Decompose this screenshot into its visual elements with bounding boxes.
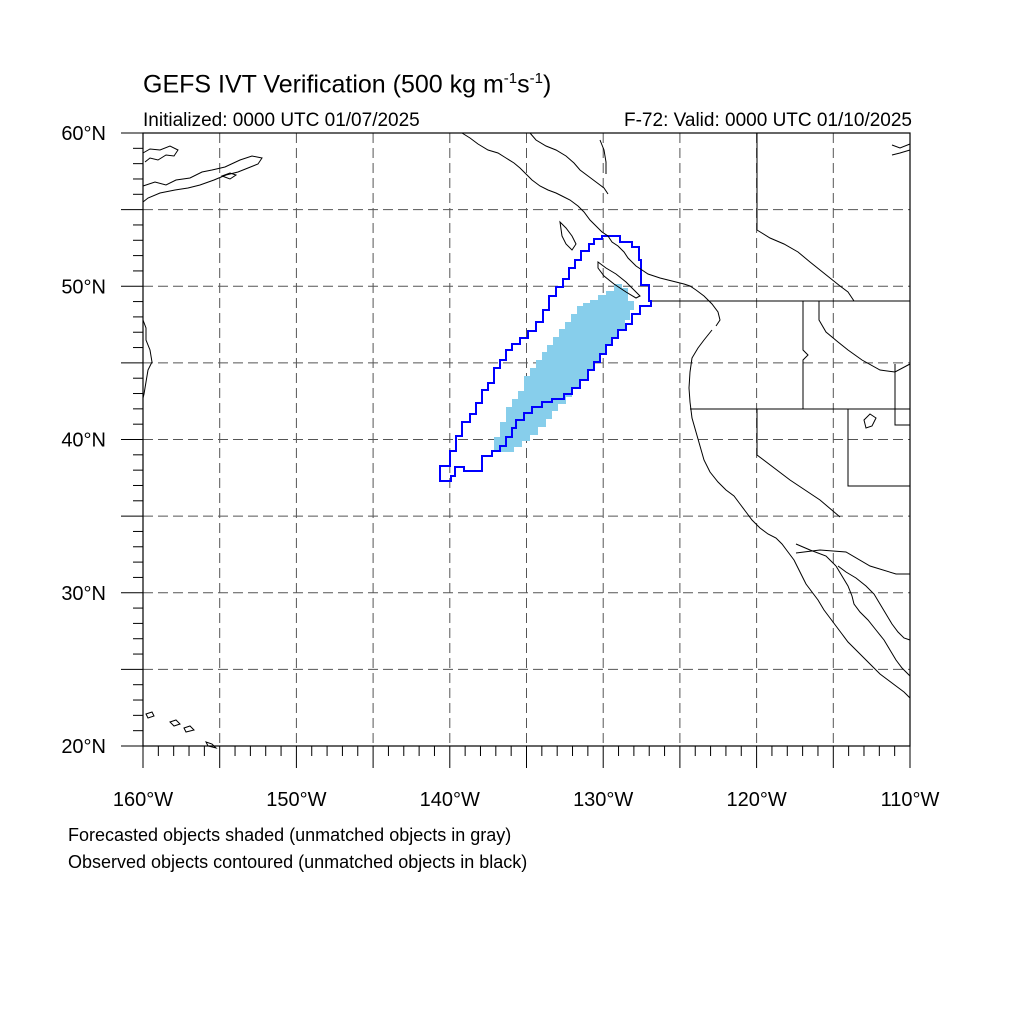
plot-frame — [142, 132, 911, 747]
lon-tick-label: 110°W — [881, 789, 940, 811]
lon-tick-label: 120°W — [726, 789, 786, 811]
footnote-forecast: Forecasted objects shaded (unmatched obj… — [68, 825, 512, 845]
lon-tick-label: 150°W — [266, 789, 326, 811]
lat-tick-label: 40°N — [61, 430, 106, 452]
axis-ticks — [121, 132, 911, 768]
initialized-label: Initialized: 0000 UTC 01/07/2025 — [143, 110, 420, 131]
lon-tick-label: 160°W — [113, 789, 173, 811]
footnote-observed: Observed objects contoured (unmatched ob… — [68, 852, 528, 872]
observed-contour — [439, 235, 652, 482]
forecast-object — [494, 284, 634, 452]
lon-tick-label: 140°W — [420, 789, 480, 811]
lat-tick-label: 30°N — [61, 583, 106, 605]
lat-labels: 20°N 30°N 40°N 50°N 60°N — [61, 123, 106, 758]
lon-labels: 160°W 150°W 140°W 130°W 120°W 110°W — [113, 789, 940, 811]
coastlines — [142, 132, 911, 749]
lat-tick-label: 50°N — [61, 276, 106, 298]
lon-tick-label: 130°W — [573, 789, 633, 811]
valid-time-label: F-72: Valid: 0000 UTC 01/10/2025 — [624, 110, 912, 131]
chart-title: GEFS IVT Verification (500 kg m-1s-1) — [143, 70, 552, 99]
lat-tick-label: 20°N — [61, 736, 106, 758]
lat-tick-label: 60°N — [61, 123, 106, 145]
